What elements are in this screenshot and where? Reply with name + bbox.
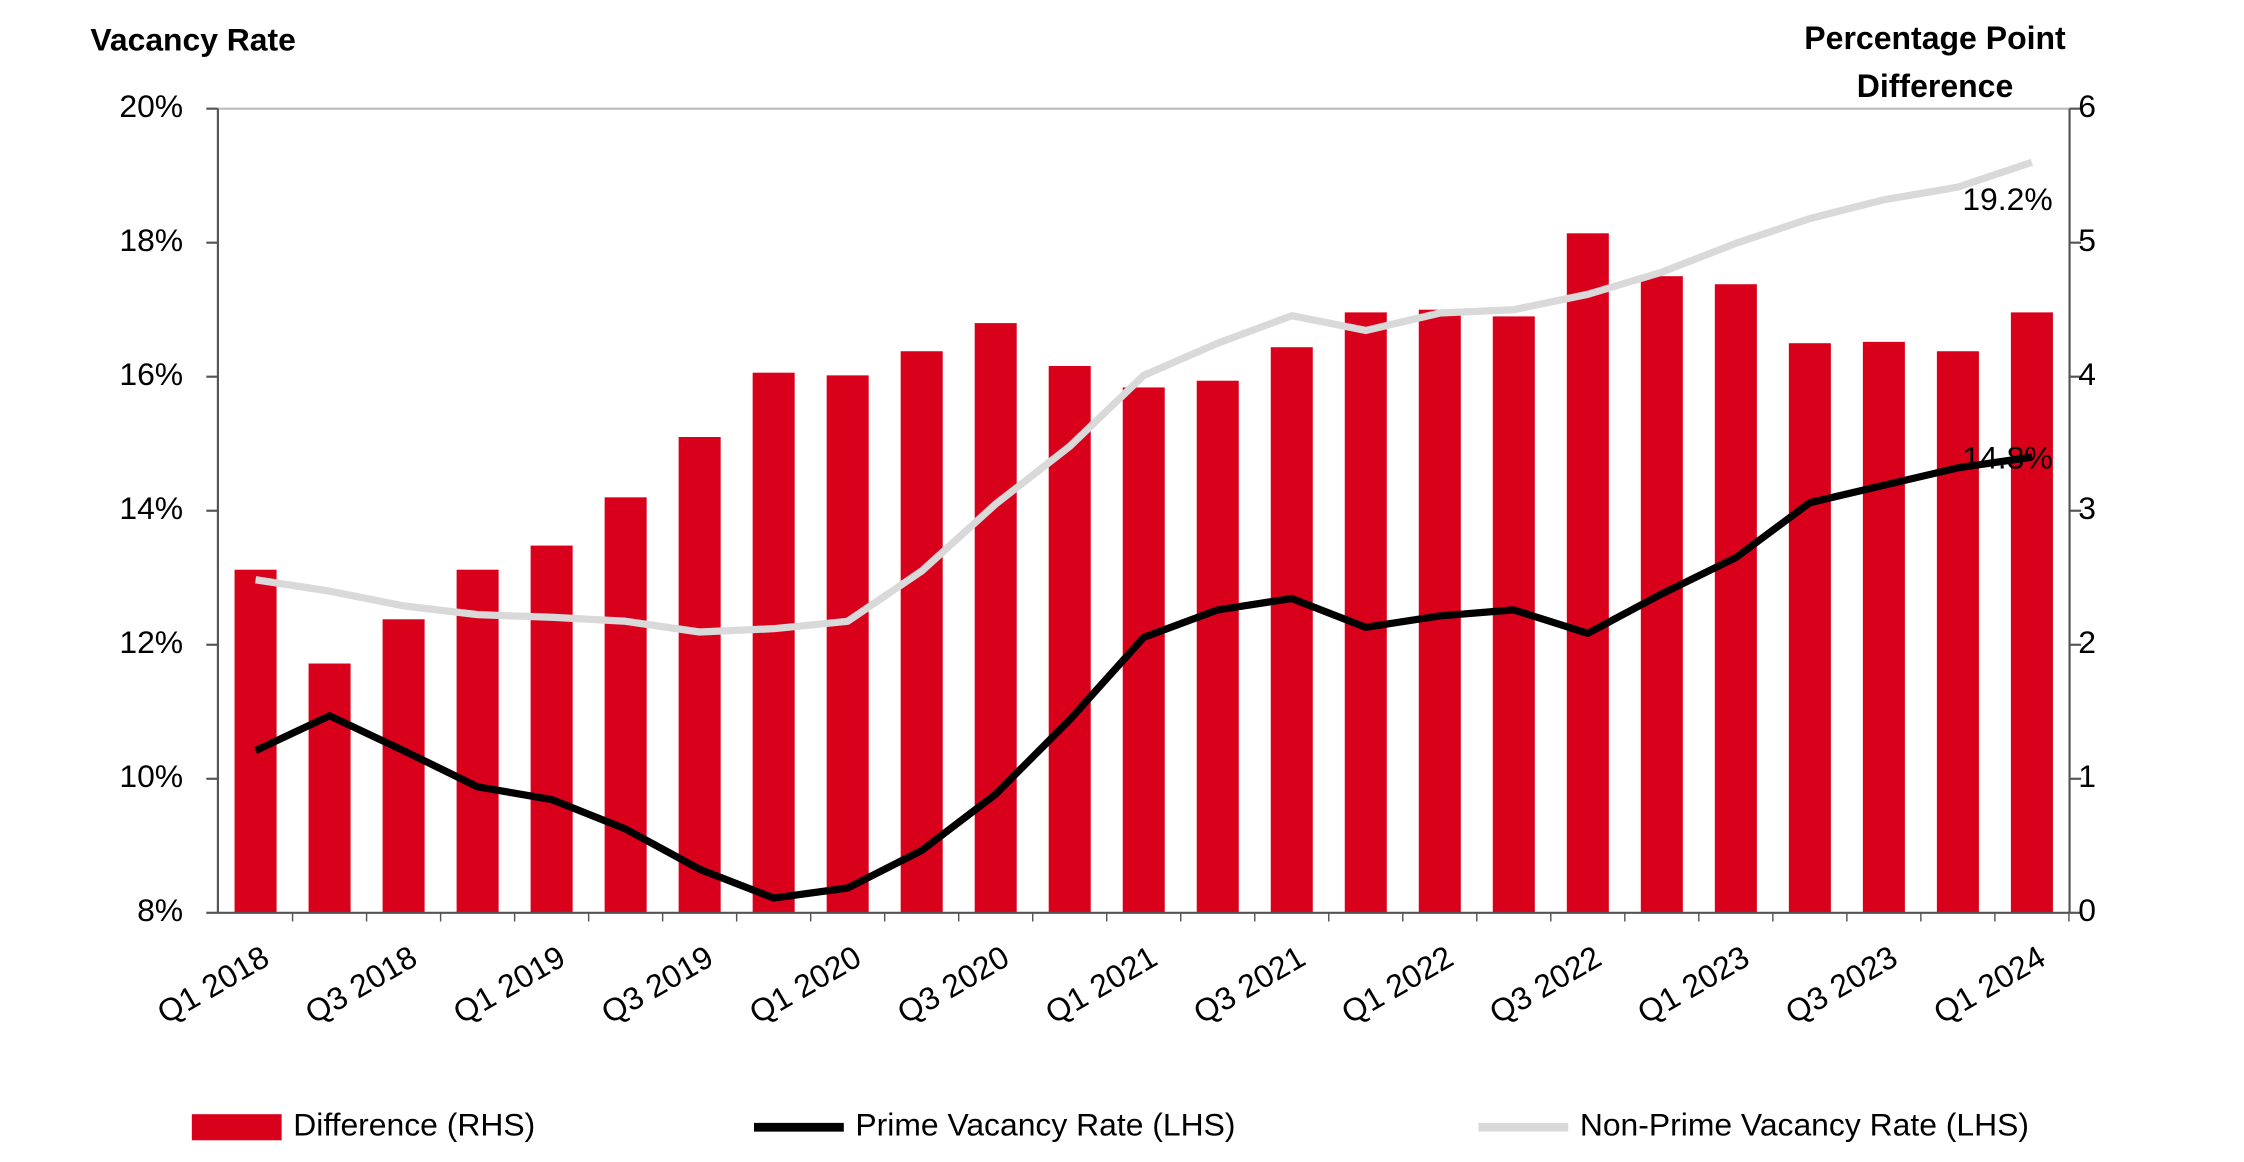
bar <box>1196 380 1239 913</box>
legend-swatch <box>191 1114 282 1141</box>
bar <box>1270 347 1313 913</box>
x-tick-label: Q1 2021 <box>1039 938 1163 1030</box>
line <box>255 158 2034 636</box>
y-tick-label: 20% <box>119 88 183 124</box>
bar <box>382 619 425 913</box>
bar <box>1788 343 1831 913</box>
x-tick-label: Q1 2022 <box>1335 938 1459 1030</box>
x-tick-label: Q1 2020 <box>743 938 867 1030</box>
bar <box>826 375 869 913</box>
bar <box>2010 312 2053 913</box>
legend-label: Difference (RHS) <box>293 1107 535 1143</box>
y2-tick-label: 4 <box>2078 356 2096 392</box>
y2-tick-label: 3 <box>2078 490 2096 526</box>
bar <box>900 351 943 913</box>
bar <box>530 545 573 913</box>
bar <box>1344 312 1387 913</box>
bar <box>1714 284 1757 913</box>
y-tick-label: 12% <box>119 624 183 660</box>
y-tick-label: 16% <box>119 356 183 392</box>
bar <box>974 323 1017 913</box>
data-label: 19.2% <box>1962 181 2052 217</box>
y-tick-label: 8% <box>137 892 183 928</box>
x-tick-label: Q3 2020 <box>891 938 1015 1030</box>
line <box>254 453 2033 902</box>
bar <box>752 372 795 913</box>
y-tick-label: 10% <box>119 758 183 794</box>
y-tick-label: 14% <box>119 490 183 526</box>
bar <box>604 497 647 913</box>
y2-tick-label: 5 <box>2078 222 2096 258</box>
legend-label: Non-Prime Vacancy Rate (LHS) <box>1580 1107 2029 1143</box>
x-tick-label: Q3 2019 <box>595 938 719 1030</box>
y2-tick-label: 1 <box>2078 758 2096 794</box>
x-tick-label: Q1 2019 <box>447 938 571 1030</box>
y2-tick-label: 2 <box>2078 624 2096 660</box>
y2-tick-label: 0 <box>2078 892 2096 928</box>
x-tick-label: Q3 2023 <box>1779 938 1903 1030</box>
data-label: 14.8% <box>1962 439 2052 475</box>
bar <box>1566 233 1609 913</box>
x-tick-label: Q1 2018 <box>151 938 275 1030</box>
x-tick-label: Q3 2018 <box>299 938 423 1030</box>
y-tick-label: 18% <box>119 222 183 258</box>
y-axis-title: Vacancy Rate <box>90 21 295 57</box>
bar <box>308 663 351 913</box>
x-tick-label: Q1 2024 <box>1927 938 2051 1030</box>
legend-label: Prime Vacancy Rate (LHS) <box>855 1107 1235 1143</box>
bar <box>1862 341 1905 913</box>
bar <box>456 569 499 913</box>
x-tick-label: Q3 2022 <box>1483 938 1607 1030</box>
x-tick-label: Q3 2021 <box>1187 938 1311 1030</box>
x-tick-label: Q1 2023 <box>1631 938 1755 1030</box>
y2-tick-label: 6 <box>2078 88 2096 124</box>
bar <box>1936 351 1979 913</box>
bar <box>678 437 721 913</box>
y2-axis-title: Percentage Point Difference <box>1804 20 2066 104</box>
